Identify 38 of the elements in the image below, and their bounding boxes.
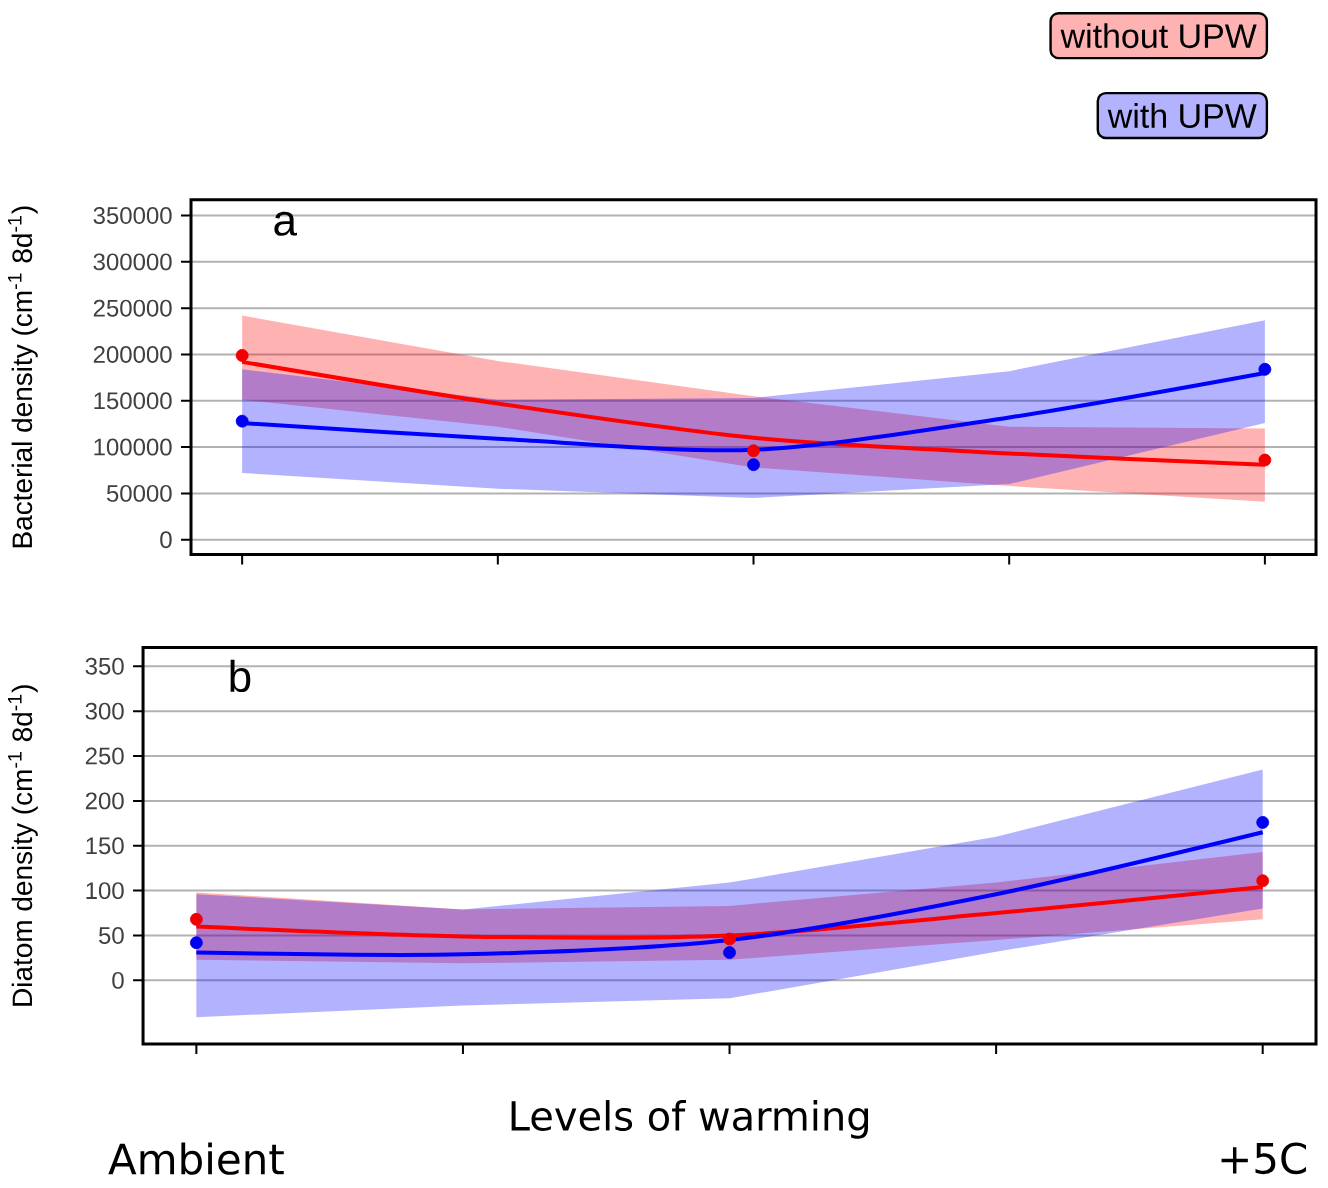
y-tick-label: 300 xyxy=(85,702,124,720)
point xyxy=(747,458,760,472)
annotation: b xyxy=(230,659,251,693)
text: without UPW xyxy=(1060,23,1257,49)
y-tick-label: 50 xyxy=(98,927,124,944)
annotation: a xyxy=(274,211,297,236)
y-tick-label: 0 xyxy=(112,971,124,989)
y-tick-label: 200000 xyxy=(93,346,172,363)
point xyxy=(189,936,203,950)
y-axis-title: Diatom density (cm$^{-1}$ 8d$^{-1}$) xyxy=(8,685,38,1006)
y-axis-title: Bacterial density (cm$^{-1}$ 8d$^{-1}$) xyxy=(7,206,38,548)
y-tick-label: 0 xyxy=(160,531,172,549)
y-tick-label: 200 xyxy=(85,792,124,810)
point xyxy=(235,349,249,362)
x-tick-label: +5C xyxy=(1221,1142,1306,1175)
x-tick-label: Ambient xyxy=(108,1142,284,1175)
y-tick-label: 300000 xyxy=(93,253,172,271)
y-tick-label: 100000 xyxy=(94,438,172,456)
point xyxy=(1256,816,1270,829)
y-tick-label: 350 xyxy=(85,657,124,675)
point xyxy=(235,414,249,428)
text: with UPW xyxy=(1107,103,1257,129)
y-tick-label: 250000 xyxy=(93,299,172,317)
point xyxy=(1258,453,1272,467)
line-series xyxy=(194,830,1265,957)
point xyxy=(1258,362,1272,376)
point xyxy=(189,912,203,926)
point xyxy=(747,444,760,458)
y-tick-label: 350000 xyxy=(93,207,172,225)
point xyxy=(1256,874,1270,888)
y-tick-label: 250 xyxy=(85,747,124,765)
x-axis-title: Levels of warming xyxy=(511,1100,869,1139)
y-tick-label: 100 xyxy=(86,882,124,900)
y-tick-label: 50000 xyxy=(106,484,172,502)
point xyxy=(723,946,736,959)
y-tick-label: 150 xyxy=(86,837,124,855)
point xyxy=(723,932,736,946)
y-tick-label: 150000 xyxy=(94,392,172,410)
